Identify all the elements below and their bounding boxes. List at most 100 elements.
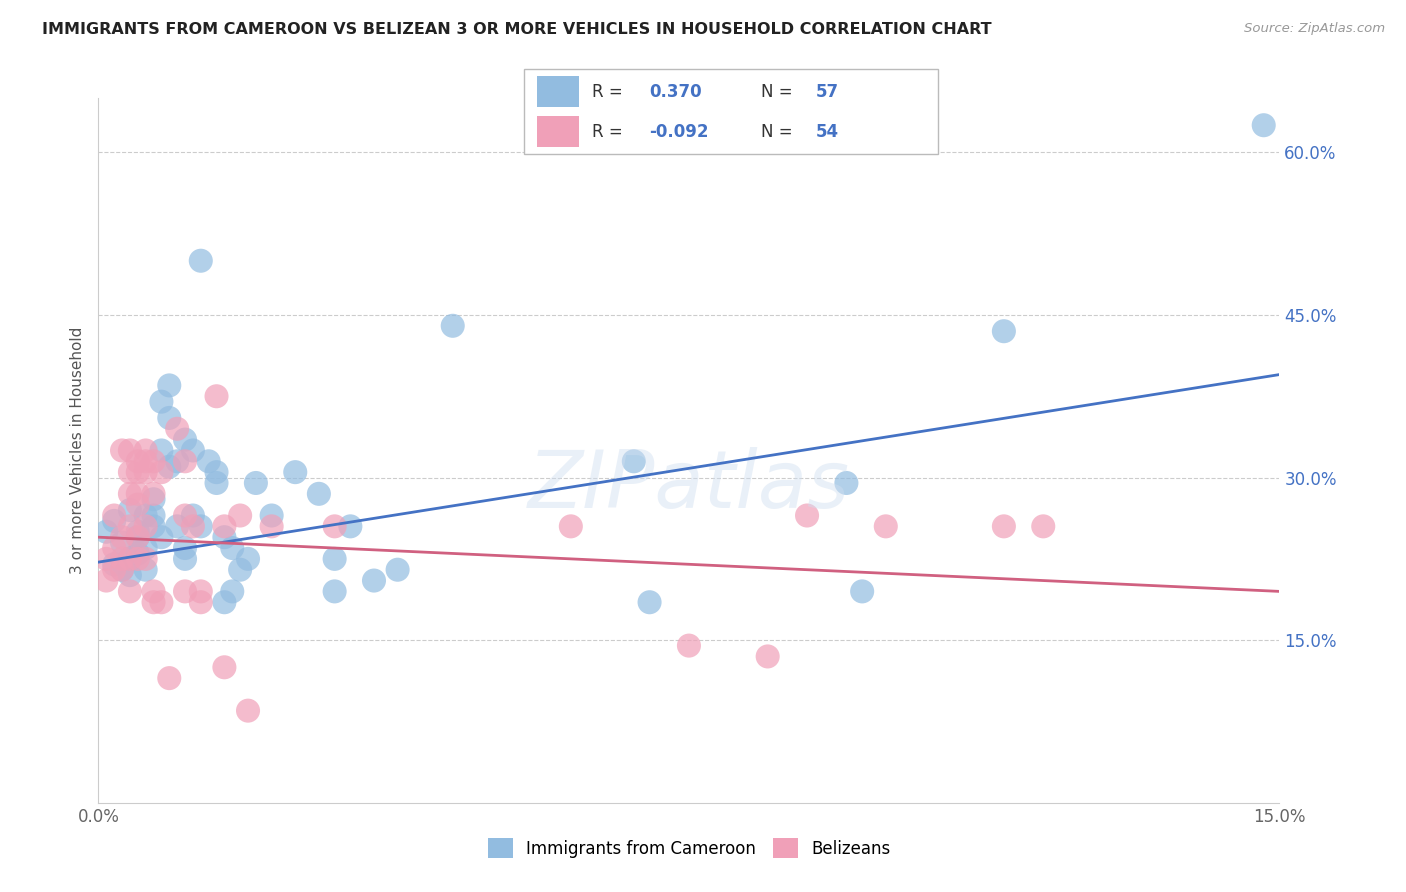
Text: ZIPatlas: ZIPatlas <box>527 447 851 524</box>
Point <box>214 595 236 609</box>
Point <box>284 465 307 479</box>
Point <box>181 508 204 523</box>
Point <box>166 454 188 468</box>
Point <box>111 563 134 577</box>
Point <box>221 584 243 599</box>
Point <box>236 552 259 566</box>
Point <box>103 541 125 555</box>
Point <box>142 492 165 507</box>
Point <box>118 552 141 566</box>
Point <box>127 465 149 479</box>
Point <box>260 519 283 533</box>
Point <box>142 487 165 501</box>
Point <box>118 443 141 458</box>
Point <box>174 454 197 468</box>
Point <box>118 568 141 582</box>
Point <box>308 487 330 501</box>
Point <box>135 508 157 523</box>
Point <box>127 530 149 544</box>
Point <box>993 519 1015 533</box>
Point <box>127 498 149 512</box>
Point <box>174 508 197 523</box>
Point <box>135 563 157 577</box>
Point <box>678 639 700 653</box>
Point <box>135 443 157 458</box>
Point <box>127 524 149 539</box>
Point <box>339 519 361 533</box>
Point <box>111 535 134 549</box>
Point <box>835 475 858 490</box>
Point <box>214 660 236 674</box>
Point <box>190 519 212 533</box>
Point <box>127 546 149 560</box>
Point <box>323 552 346 566</box>
Point <box>166 519 188 533</box>
Point <box>127 552 149 566</box>
Point <box>142 584 165 599</box>
Point <box>260 508 283 523</box>
Text: IMMIGRANTS FROM CAMEROON VS BELIZEAN 3 OR MORE VEHICLES IN HOUSEHOLD CORRELATION: IMMIGRANTS FROM CAMEROON VS BELIZEAN 3 O… <box>42 22 991 37</box>
Point <box>851 584 873 599</box>
Point <box>157 459 180 474</box>
Point <box>142 595 165 609</box>
FancyBboxPatch shape <box>524 69 938 154</box>
Point <box>150 443 173 458</box>
Text: 57: 57 <box>815 83 838 101</box>
Point <box>205 389 228 403</box>
Point <box>174 433 197 447</box>
Point <box>103 563 125 577</box>
Point <box>229 508 252 523</box>
Point <box>205 465 228 479</box>
Point <box>127 454 149 468</box>
Point <box>135 552 157 566</box>
Point <box>323 519 346 533</box>
Point <box>756 649 779 664</box>
Text: 54: 54 <box>815 123 838 141</box>
Point <box>236 704 259 718</box>
Point <box>323 584 346 599</box>
Text: R =: R = <box>592 83 623 101</box>
Point <box>181 519 204 533</box>
Point <box>111 563 134 577</box>
Point <box>135 519 157 533</box>
Text: 0.370: 0.370 <box>648 83 702 101</box>
Text: N =: N = <box>761 83 792 101</box>
Point <box>214 530 236 544</box>
Point <box>135 465 157 479</box>
Point <box>229 563 252 577</box>
Point <box>157 378 180 392</box>
Point <box>118 552 141 566</box>
Point <box>1032 519 1054 533</box>
Point <box>127 487 149 501</box>
Point <box>103 508 125 523</box>
Point <box>638 595 661 609</box>
Point <box>245 475 267 490</box>
Point <box>214 519 236 533</box>
Point <box>387 563 409 577</box>
Point <box>796 508 818 523</box>
Point <box>174 541 197 555</box>
Point <box>111 530 134 544</box>
Point <box>96 552 118 566</box>
Text: -0.092: -0.092 <box>648 123 709 141</box>
Point <box>157 671 180 685</box>
Point <box>1253 118 1275 132</box>
Point <box>142 519 165 533</box>
Point <box>157 411 180 425</box>
Text: R =: R = <box>592 123 628 141</box>
Point <box>118 487 141 501</box>
Y-axis label: 3 or more Vehicles in Household: 3 or more Vehicles in Household <box>69 326 84 574</box>
Point <box>150 394 173 409</box>
Point <box>875 519 897 533</box>
Point <box>118 584 141 599</box>
Point <box>190 584 212 599</box>
Point <box>96 524 118 539</box>
Point <box>111 443 134 458</box>
Point <box>96 574 118 588</box>
Text: Source: ZipAtlas.com: Source: ZipAtlas.com <box>1244 22 1385 36</box>
Point <box>181 443 204 458</box>
Point <box>221 541 243 555</box>
Point <box>135 541 157 555</box>
Text: N =: N = <box>761 123 792 141</box>
Point <box>150 595 173 609</box>
